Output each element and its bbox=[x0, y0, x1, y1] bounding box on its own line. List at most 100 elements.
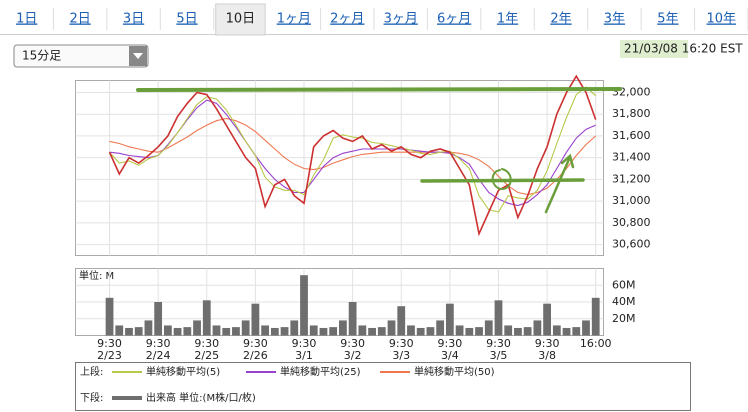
x-tick-date: 2/25 bbox=[194, 349, 219, 362]
interval-label: 15分足 bbox=[22, 49, 61, 63]
volume-bar bbox=[445, 303, 454, 336]
annotation-line bbox=[136, 87, 622, 92]
select-arrow bbox=[133, 53, 143, 59]
x-tick-label: 9:30 bbox=[243, 337, 268, 350]
legend-entry: 単純移動平均(25) bbox=[280, 365, 361, 378]
annotation-circle bbox=[491, 168, 512, 190]
volume-bar bbox=[173, 327, 182, 336]
tab[interactable]: 5年 bbox=[657, 12, 678, 27]
volume-bar bbox=[309, 325, 318, 336]
price-panel bbox=[75, 80, 604, 256]
y-tick-label: 20M bbox=[612, 312, 636, 325]
volume-bar bbox=[241, 320, 250, 336]
tab[interactable]: 1日 bbox=[16, 12, 37, 27]
legend-entry: 単純移動平均(5) bbox=[146, 365, 220, 378]
legend bbox=[75, 362, 691, 411]
volume-bar bbox=[125, 327, 133, 336]
tab[interactable]: 10日 bbox=[226, 12, 256, 27]
x-tick-label: 9:30 bbox=[97, 337, 122, 350]
volume-bar bbox=[202, 300, 211, 336]
legend-items: 上段: 単純移動平均(5) 単純移動平均(25) 単純移動平均(50) 下段: 出来高 単… bbox=[80, 365, 495, 404]
y-tick-label: 60M bbox=[612, 278, 636, 291]
timestamp: 21/03/08 16:20 EST bbox=[624, 42, 743, 56]
y-tick-label: 31,800 bbox=[612, 107, 651, 120]
volume-bar bbox=[465, 327, 474, 336]
tab[interactable]: 3日 bbox=[123, 12, 144, 27]
volume-bar bbox=[494, 300, 503, 336]
x-tick-date: 3/2 bbox=[344, 349, 362, 362]
tab[interactable]: 3ヶ月 bbox=[384, 12, 418, 27]
volume-bar bbox=[163, 325, 172, 336]
volume-bar bbox=[348, 302, 357, 336]
volume-bar bbox=[251, 303, 260, 336]
tab-bar: 1日 2日 3日 5日 10日 1ヶ月 2ヶ月 3ヶ月 6ヶ月 1年 2年 3年 5年 10年 bbox=[16, 3, 748, 36]
volume-bar bbox=[416, 327, 425, 336]
x-tick-label: 9:30 bbox=[340, 337, 365, 350]
legend-lower-label: 下段: bbox=[80, 391, 103, 404]
tab[interactable]: 2日 bbox=[70, 12, 91, 27]
x-tick-label: 9:30 bbox=[486, 337, 511, 350]
volume-bar bbox=[134, 327, 143, 336]
tab[interactable]: 1ヶ月 bbox=[277, 12, 311, 27]
volume-bar bbox=[397, 306, 406, 336]
volume-bar bbox=[212, 325, 221, 336]
x-tick-date: 3/3 bbox=[392, 349, 410, 362]
volume-bar bbox=[504, 325, 513, 336]
y-tick-label: 30,800 bbox=[612, 216, 651, 229]
interval-select[interactable] bbox=[13, 44, 149, 68]
y-tick-label: 31,200 bbox=[612, 172, 651, 185]
volume-bar bbox=[329, 327, 338, 336]
x-tick-label: 9:30 bbox=[146, 337, 171, 350]
volume-bar bbox=[552, 325, 561, 336]
tab[interactable]: 6ヶ月 bbox=[437, 12, 471, 27]
volume-bar bbox=[115, 325, 124, 336]
volume-bar bbox=[543, 303, 551, 336]
volume-bar bbox=[232, 327, 240, 336]
x-tick-label: 9:30 bbox=[438, 337, 463, 350]
volume-bar bbox=[193, 320, 201, 336]
annotation-arrow bbox=[544, 153, 575, 214]
volume-bar bbox=[290, 320, 299, 336]
timestamp-highlight bbox=[620, 40, 688, 58]
volume-bar bbox=[514, 327, 522, 336]
x-tick-date: 2/23 bbox=[97, 349, 122, 362]
y-tick-label: 40M bbox=[612, 295, 636, 308]
x-tick-date: 2/26 bbox=[243, 349, 268, 362]
volume-bar bbox=[270, 327, 279, 336]
volume-bar bbox=[377, 327, 386, 336]
volume-bar bbox=[300, 275, 308, 336]
x-tick-date: 3/8 bbox=[538, 349, 556, 362]
tab[interactable]: 5日 bbox=[176, 12, 197, 27]
volume-bar bbox=[144, 320, 153, 336]
legend-upper-label: 上段: bbox=[80, 365, 103, 378]
x-tick-date: 2/24 bbox=[146, 349, 171, 362]
volume-bar bbox=[475, 327, 483, 336]
volume-bar bbox=[484, 320, 493, 336]
tab[interactable]: 2年 bbox=[550, 12, 571, 27]
tab[interactable]: 3年 bbox=[604, 12, 625, 27]
x-tick-label: 9:30 bbox=[292, 337, 317, 350]
volume-bar bbox=[368, 327, 376, 336]
y-tick-label: 31,600 bbox=[612, 129, 651, 142]
volume-bar bbox=[523, 327, 532, 336]
volume-bar bbox=[426, 327, 435, 336]
tab[interactable]: 1年 bbox=[497, 12, 518, 27]
x-tick-date: 3/5 bbox=[490, 349, 508, 362]
moving-average-line bbox=[109, 117, 597, 196]
annotation-line bbox=[420, 178, 585, 183]
volume-bar bbox=[183, 327, 192, 336]
volume-bar bbox=[436, 320, 445, 336]
volume-bar bbox=[591, 297, 600, 336]
moving-average-line bbox=[109, 86, 597, 213]
tab[interactable]: 2ヶ月 bbox=[330, 12, 364, 27]
y-tick-label: 31,000 bbox=[612, 194, 651, 207]
tab[interactable]: 10年 bbox=[707, 12, 737, 27]
volume-bar bbox=[387, 320, 396, 336]
volume-bar bbox=[407, 325, 415, 336]
volume-bar bbox=[582, 320, 590, 336]
x-tick-date: 3/1 bbox=[295, 349, 313, 362]
x-tick-label: 16:00 bbox=[580, 337, 612, 350]
volume-bar bbox=[572, 327, 581, 336]
x-tick-label: 9:30 bbox=[535, 337, 560, 350]
